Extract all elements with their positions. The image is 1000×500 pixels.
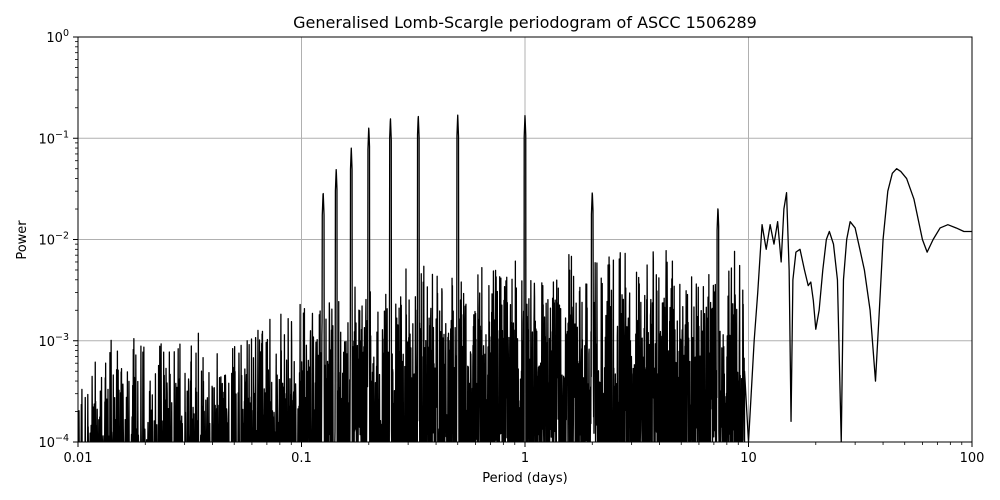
x-tick-label: 100 <box>960 451 985 466</box>
x-tick-label: 1 <box>521 451 529 466</box>
chart-title: Generalised Lomb-Scargle periodogram of … <box>293 13 757 32</box>
y-tick-label: 10−4 <box>38 433 69 451</box>
y-tick-label: 10−2 <box>38 231 69 249</box>
x-axis-label: Period (days) <box>482 471 568 486</box>
x-tick-label: 10 <box>740 451 757 466</box>
y-tick-label: 10−3 <box>38 332 69 350</box>
power-series-line <box>78 114 972 442</box>
x-tick-label: 0.01 <box>64 451 93 466</box>
power-spectrum-line <box>78 114 972 442</box>
y-axis-label: Power <box>15 220 30 260</box>
x-axis-ticks: 0.01 0.1 1 10 100 <box>64 442 985 466</box>
y-axis-ticks: 10−4 10−3 10−2 10−1 100 <box>38 28 78 451</box>
y-tick-label: 100 <box>46 28 69 46</box>
grid-lines <box>77 36 973 443</box>
y-tick-label: 10−1 <box>38 129 69 147</box>
x-tick-label: 0.1 <box>291 451 312 466</box>
